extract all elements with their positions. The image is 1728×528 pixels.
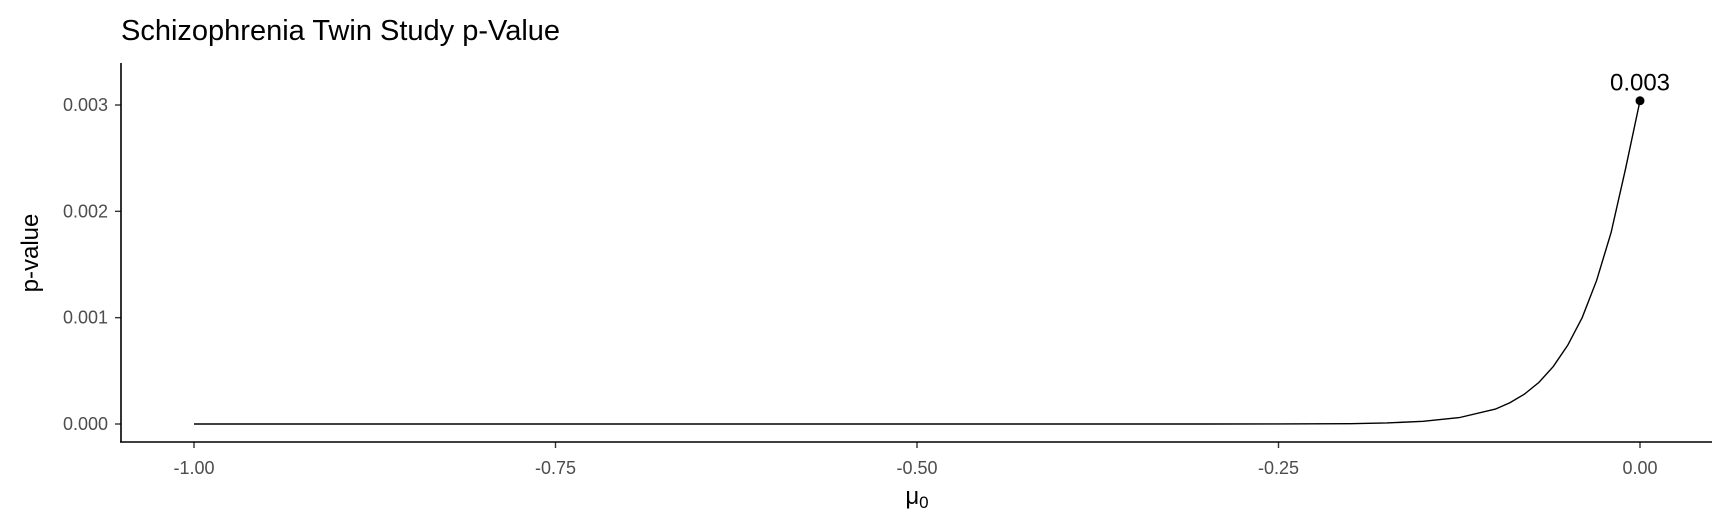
chart-title: Schizophrenia Twin Study p-Value: [121, 15, 560, 47]
y-tick-label: 0.003: [63, 95, 108, 115]
p-value-curve: [194, 100, 1641, 425]
y-tick-label: 0.001: [63, 308, 108, 328]
x-tick-label: -0.75: [535, 458, 576, 478]
x-tick-label: -0.25: [1258, 458, 1299, 478]
x-axis-label-main: μ: [905, 483, 919, 510]
x-tick-label: -1.00: [173, 458, 214, 478]
x-tick-label: -0.50: [896, 458, 937, 478]
y-axis-label: p-value: [17, 214, 44, 293]
y-axis-ticks: 0.000 0.001 0.002 0.003: [63, 95, 121, 434]
peak-data-point: [1635, 96, 1645, 106]
x-tick-label: 0.00: [1622, 458, 1657, 478]
x-axis-label: μ0: [905, 483, 928, 512]
peak-data-label: 0.003: [1610, 70, 1670, 97]
y-tick-label: 0.000: [63, 414, 108, 434]
x-axis-label-subscript: 0: [919, 493, 928, 512]
y-tick-label: 0.002: [63, 201, 108, 221]
x-axis-ticks: -1.00 -0.75 -0.50 -0.25 0.00: [173, 442, 1658, 478]
